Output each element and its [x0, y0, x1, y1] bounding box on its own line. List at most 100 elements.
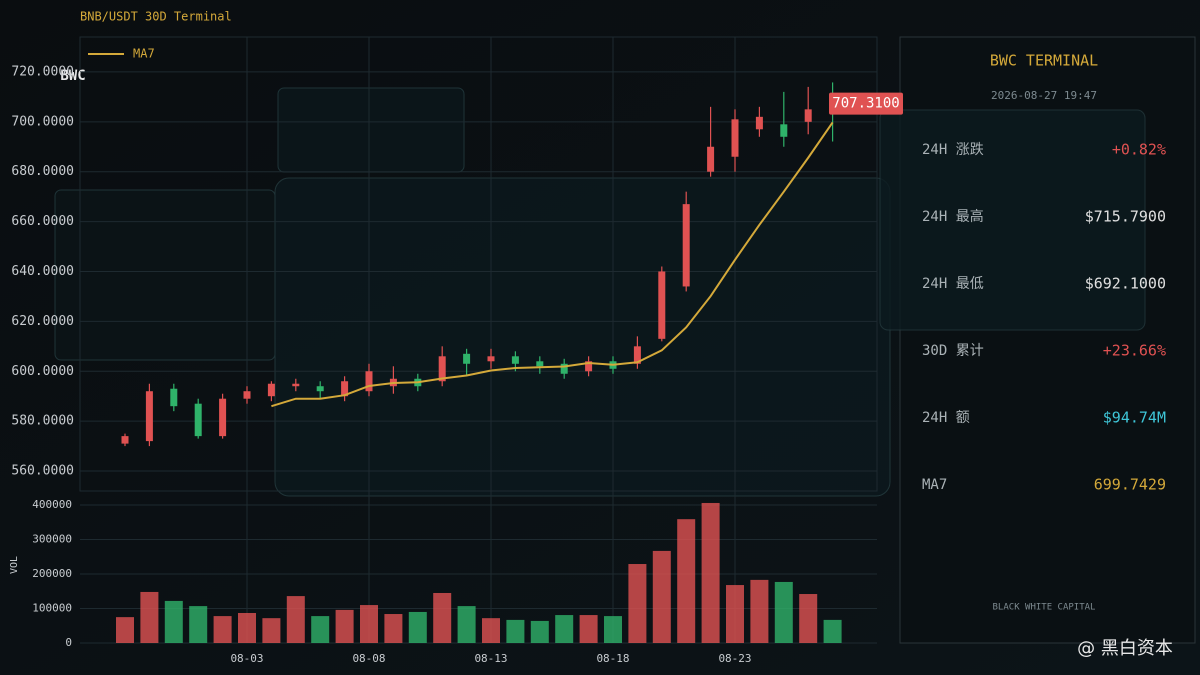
- y-tick-label: 700.0000: [11, 114, 74, 129]
- candle-body: [731, 119, 739, 157]
- y-tick-label: 640.0000: [11, 264, 74, 279]
- candle-body: [707, 146, 715, 172]
- panel-footer: BLACK WHITE CAPITAL: [993, 603, 1096, 613]
- candle-body: [487, 356, 495, 362]
- x-tick-label: 08-13: [474, 652, 507, 665]
- y-tick-label: 560.0000: [11, 464, 74, 479]
- volume-bar: [726, 585, 744, 643]
- candle-body: [658, 271, 666, 339]
- legend-label: MA7: [133, 47, 155, 61]
- y-tick-label: 720.0000: [11, 64, 74, 79]
- candle-body: [633, 346, 641, 364]
- panel-value: +23.66%: [1103, 342, 1166, 360]
- candle-body: [219, 398, 227, 437]
- candle-body: [585, 361, 593, 372]
- volume-bar: [628, 564, 647, 643]
- volume-bar: [311, 616, 330, 643]
- volume-tick-label: 400000: [32, 498, 72, 511]
- volume-bar: [335, 609, 354, 643]
- volume-bar: [189, 606, 208, 643]
- volume-bar: [360, 605, 378, 643]
- candle-body: [121, 436, 129, 444]
- candle-body: [170, 388, 178, 407]
- y-tick-label: 680.0000: [11, 164, 74, 179]
- candle-body: [194, 403, 202, 437]
- panel-value: 699.7429: [1094, 476, 1166, 494]
- volume-bar: [652, 550, 671, 643]
- panel-value: $94.74M: [1103, 409, 1166, 427]
- volume-bar: [506, 619, 525, 643]
- volume-bar: [555, 615, 574, 643]
- volume-bar: [457, 606, 476, 643]
- candle-body: [536, 361, 544, 367]
- volume-tick-label: 100000: [32, 602, 72, 615]
- volume-bar: [482, 618, 500, 643]
- volume-bar: [164, 600, 183, 643]
- volume-tick-label: 300000: [32, 533, 72, 546]
- volume-bar: [750, 579, 769, 643]
- decor-panel: [54, 189, 276, 361]
- volume-bar: [116, 617, 134, 643]
- volume-bar: [238, 612, 256, 643]
- y-tick-label: 580.0000: [11, 414, 74, 429]
- y-tick-label: 660.0000: [11, 214, 74, 229]
- candle-body: [438, 356, 446, 382]
- watermark: @ 黑白资本: [1077, 638, 1173, 659]
- ma-line: [271, 121, 834, 408]
- candle-body: [341, 381, 349, 397]
- candle-body: [511, 356, 519, 364]
- candle-body: [560, 363, 568, 374]
- decor-screen: [274, 177, 891, 497]
- volume-bar: [579, 615, 598, 643]
- decor-network: [879, 109, 1146, 331]
- volume-bar: [384, 614, 403, 643]
- panel-value: $692.1000: [1085, 275, 1166, 293]
- volume-bar: [604, 616, 622, 643]
- candle-body: [243, 391, 251, 399]
- volume-tick-label: 0: [65, 636, 72, 649]
- y-tick-label: 600.0000: [11, 364, 74, 379]
- price-tag: 707.3100: [832, 96, 899, 112]
- volume-tick-label: 200000: [32, 567, 72, 580]
- panel-label: 30D 累计: [922, 343, 984, 359]
- panel-label: 24H 额: [922, 410, 970, 426]
- price-frame: [79, 36, 878, 492]
- volume-bar: [286, 596, 305, 643]
- volume-bar: [701, 502, 720, 643]
- panel-value: +0.82%: [1112, 141, 1166, 159]
- volume-bar: [213, 616, 232, 643]
- x-tick-label: 08-03: [230, 652, 263, 665]
- candle-body: [292, 383, 300, 387]
- panel-label: MA7: [922, 477, 947, 493]
- candle-body: [463, 353, 471, 364]
- chart-title: BNB/USDT 30D Terminal: [80, 10, 232, 24]
- volume-bar: [530, 620, 549, 643]
- volume-bar: [140, 591, 159, 643]
- volume-bar: [774, 581, 793, 643]
- panel-time: 2026-08-27 19:47: [991, 89, 1097, 102]
- volume-axis-label: VOL: [9, 556, 20, 574]
- candle-body: [804, 109, 812, 122]
- candle-body: [780, 124, 788, 137]
- logo: BWC: [60, 68, 85, 84]
- x-tick-label: 08-08: [352, 652, 385, 665]
- x-tick-label: 08-18: [596, 652, 629, 665]
- price-tag-bg: [829, 92, 903, 115]
- volume-bar: [799, 594, 818, 643]
- volume-bar: [408, 611, 427, 643]
- volume-bar: [823, 619, 842, 643]
- panel-value: $715.7900: [1085, 208, 1166, 226]
- panel-label: 24H 最高: [922, 208, 984, 225]
- volume-bar: [677, 519, 696, 643]
- x-tick-label: 08-23: [718, 652, 751, 665]
- y-tick-label: 620.0000: [11, 314, 74, 329]
- candle-body: [316, 386, 324, 392]
- panel-title: BWC TERMINAL: [990, 52, 1098, 70]
- panel-label: 24H 最低: [922, 276, 984, 292]
- volume-bar: [262, 618, 281, 643]
- candle-body: [145, 391, 153, 442]
- candle-body: [365, 371, 373, 392]
- panel-label: 24H 涨跌: [922, 142, 984, 158]
- candle-body: [267, 383, 275, 397]
